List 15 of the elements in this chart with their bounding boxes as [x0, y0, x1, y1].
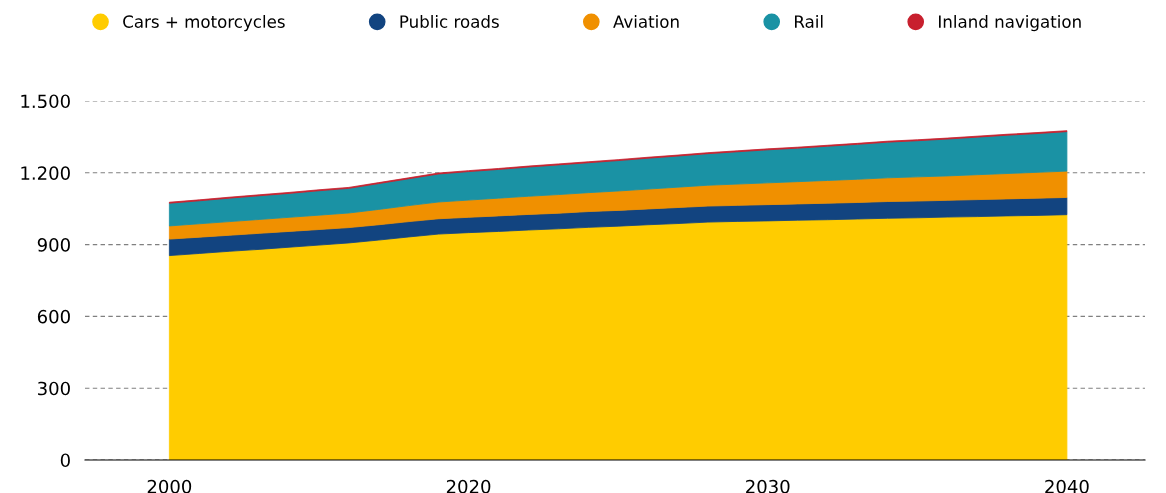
y-tick-label: 1.200: [21, 166, 70, 180]
x-tick-label: 2040: [1045, 479, 1089, 493]
x-tick-label: 2020: [446, 479, 491, 493]
y-tick-label: 1.500: [21, 94, 70, 109]
legend-label: Cars + motorcycles: [123, 15, 285, 32]
legend-label: Rail: [795, 15, 823, 28]
x-tick-label: 2000: [147, 479, 192, 493]
legend-label: Public roads: [400, 15, 499, 28]
y-tick-label: 600: [37, 309, 70, 324]
x-tick-label: 2030: [746, 479, 790, 493]
y-tick-label: 0: [60, 453, 70, 468]
legend-label: Inland navigation: [939, 15, 1081, 32]
y-tick-label: 300: [38, 381, 70, 396]
y-tick-label: 900: [37, 238, 70, 252]
legend-label: Aviation: [613, 15, 679, 28]
